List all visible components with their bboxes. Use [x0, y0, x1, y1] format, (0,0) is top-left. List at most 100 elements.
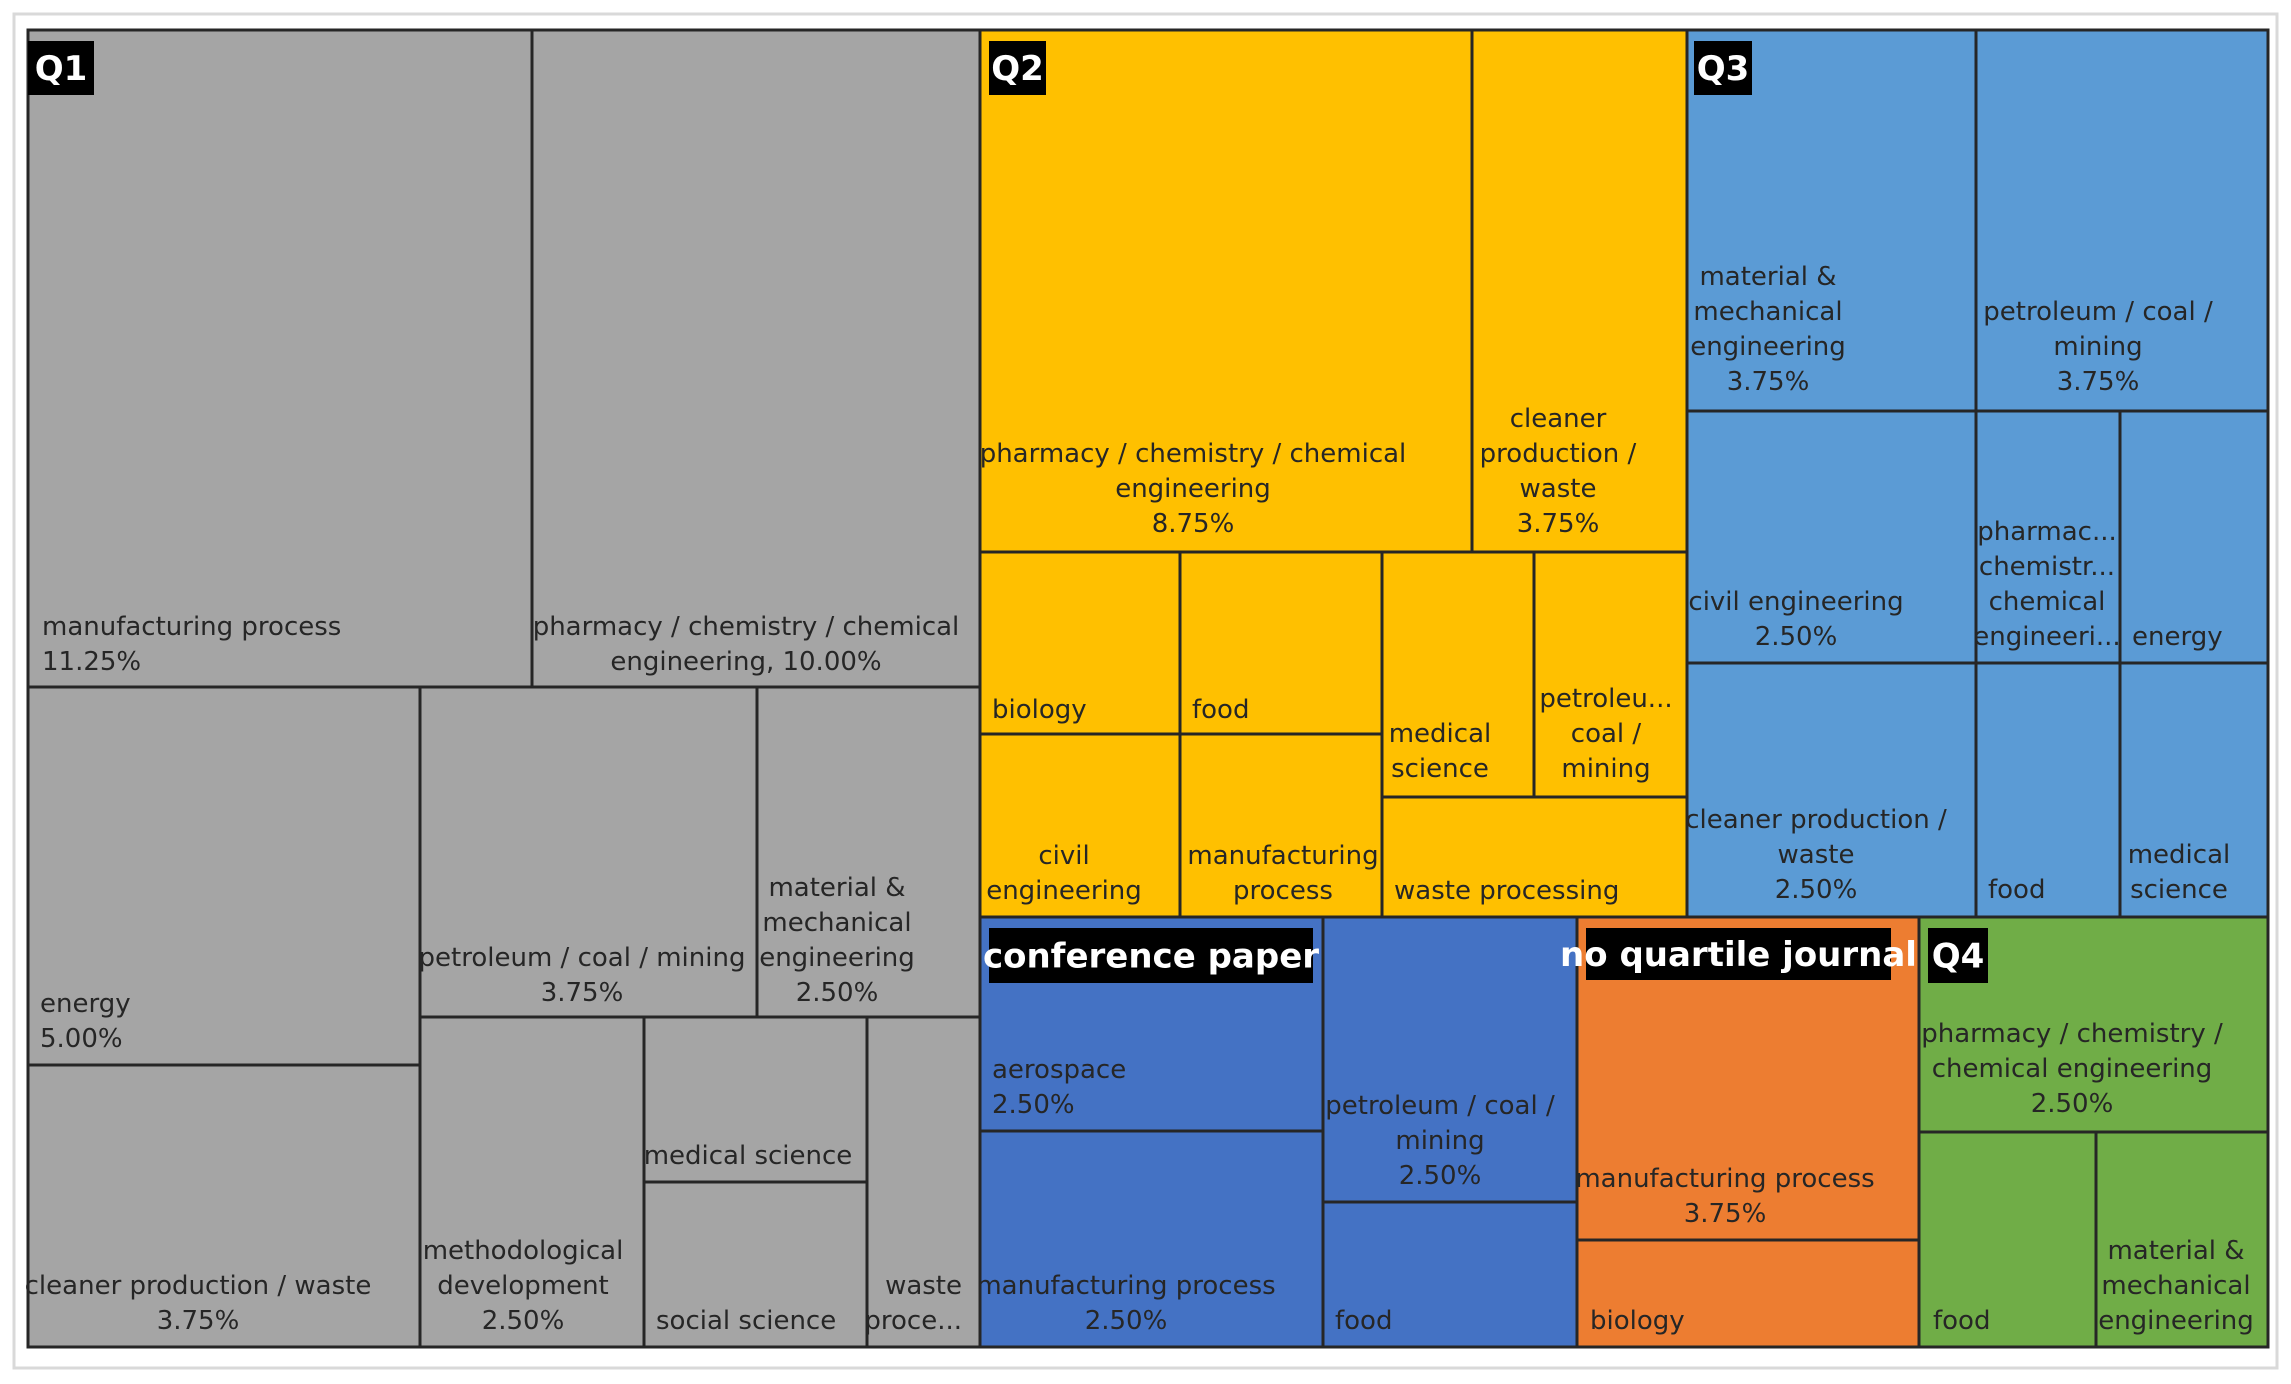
- treemap-cell-q2-food: [1178, 550, 1384, 736]
- treemap-cell-label: methodological: [423, 1236, 624, 1266]
- group-label-background: [1586, 928, 1891, 980]
- treemap-cell-q1-social-science: [642, 1180, 869, 1349]
- treemap-cell-label: medical science: [644, 1141, 853, 1171]
- treemap-cell-q1-methodological: [418, 1015, 646, 1349]
- group-label-background: [1694, 41, 1752, 95]
- treemap-cell-label: 5.00%: [40, 1024, 123, 1054]
- treemap-cell-label: food: [1192, 695, 1249, 725]
- treemap-cell-label: 3.75%: [1684, 1199, 1767, 1229]
- group-label-q3: Q3: [1697, 49, 1750, 89]
- group-label-conference-paper: conference paper: [983, 937, 1319, 977]
- treemap-cell-label: petroleum / coal /: [1983, 297, 2213, 327]
- treemap-cell-label: manufacturing process: [976, 1271, 1275, 1301]
- treemap-cell-label: biology: [1590, 1306, 1685, 1336]
- treemap-cell-label: 3.75%: [2057, 367, 2140, 397]
- treemap-cell-q3-cleaner-production: [1685, 661, 1978, 919]
- treemap-cell-label: pharmacy / chemistry / chemical: [980, 439, 1407, 469]
- treemap-cell-label: 2.50%: [1755, 622, 1838, 652]
- treemap-cell-label: 3.75%: [1517, 509, 1600, 539]
- treemap-cell-conference-paper-food: [1321, 1200, 1579, 1349]
- treemap-cell-label: medical: [2128, 840, 2231, 870]
- treemap-cell-label: mining: [2053, 332, 2142, 362]
- treemap-cell-label: petroleum / coal / mining: [419, 943, 746, 973]
- treemap-cell-q3-energy: [2118, 409, 2270, 665]
- treemap-cell-label: medical: [1389, 719, 1492, 749]
- treemap-cell-label: material &: [2107, 1236, 2244, 1266]
- group-label-background: [1928, 928, 1988, 983]
- treemap-cell-label: 3.75%: [157, 1306, 240, 1336]
- group-label-q1: Q1: [35, 49, 88, 89]
- treemap-cell-label: chemistr...: [1979, 552, 2115, 582]
- treemap-cell-label: mechanical: [762, 908, 911, 938]
- treemap-cell-q3-pharmac: [1974, 409, 2122, 665]
- treemap-cell-label: civil engineering: [1688, 587, 1903, 617]
- treemap-cell-q2-manufacturing: [1178, 732, 1384, 919]
- treemap-cell-label: cleaner production / waste: [25, 1271, 372, 1301]
- treemap-cell-conference-paper-petroleum-coal: [1321, 915, 1579, 1204]
- treemap-cell-q2-waste-processing: [1380, 795, 1689, 919]
- treemap-cell-label: food: [1933, 1306, 1990, 1336]
- treemap-cell-label: food: [1335, 1306, 1392, 1336]
- treemap-cell-label: manufacturing process: [1575, 1164, 1874, 1194]
- treemap-cell-label: 2.50%: [1775, 875, 1858, 905]
- treemap-cell-label: 2.50%: [482, 1306, 565, 1336]
- treemap-cell-q1-pharmacy-chemistry-chemical: [530, 28, 982, 689]
- treemap-cell-label: science: [1391, 754, 1489, 784]
- treemap-cell-q1-energy: [26, 685, 422, 1067]
- treemap-cell-label: energy: [40, 989, 131, 1019]
- treemap-cell-label: waste processing: [1394, 876, 1619, 906]
- group-label-q4: Q4: [1932, 937, 1985, 977]
- treemap-cell-label: social science: [656, 1306, 836, 1336]
- treemap-cell-label: 8.75%: [1152, 509, 1235, 539]
- treemap-cell-label: petroleu...: [1539, 684, 1672, 714]
- treemap-cell-q2-petroleu: [1532, 550, 1689, 799]
- treemap-cell-label: engineeri...: [1973, 622, 2120, 652]
- group-label-no-quartile-journal: no quartile journal: [1560, 935, 1917, 975]
- treemap-cell-label: chemical engineering: [1932, 1054, 2213, 1084]
- group-label-q2: Q2: [991, 49, 1044, 89]
- treemap-cell-q2-cleaner: [1470, 28, 1689, 554]
- treemap-cell-label: cleaner production /: [1685, 805, 1947, 835]
- treemap-cell-label: mining: [1561, 754, 1650, 784]
- treemap-cell-label: pharmac...: [1977, 517, 2117, 547]
- treemap-cell-q1-manufacturing-process: [26, 28, 534, 689]
- treemap-cell-label: 2.50%: [1399, 1161, 1482, 1191]
- treemap-cell-label: 2.50%: [1085, 1306, 1168, 1336]
- treemap-cell-label: production /: [1480, 439, 1637, 469]
- treemap-cell-label: proce...: [864, 1306, 962, 1336]
- treemap-cell-label: pharmacy / chemistry /: [1921, 1019, 2223, 1049]
- group-label-background: [989, 41, 1046, 95]
- treemap-cell-label: material &: [1699, 262, 1836, 292]
- treemap-cell-label: energy: [2132, 622, 2223, 652]
- treemap-cell-label: mechanical: [1693, 297, 1842, 327]
- treemap-cell-q1-material: [755, 685, 982, 1019]
- treemap-cell-label: engineering: [1115, 474, 1271, 504]
- treemap-cell-q3-petroleum-coal: [1974, 28, 2270, 413]
- treemap-cell-label: 3.75%: [541, 978, 624, 1008]
- treemap-cell-q3-medical: [2118, 661, 2270, 919]
- treemap-cell-label: biology: [992, 695, 1087, 725]
- treemap-cell-q1-petroleum-coal-mining: [418, 685, 759, 1019]
- treemap-cell-q1-cleaner-production-waste: [26, 1063, 422, 1349]
- treemap-cell-label: manufacturing process: [42, 612, 341, 642]
- group-label-background: [989, 928, 1313, 983]
- treemap-cell-label: 3.75%: [1727, 367, 1810, 397]
- treemap-cell-label: manufacturing: [1187, 841, 1378, 871]
- treemap-cell-label: pharmacy / chemistry / chemical: [533, 612, 960, 642]
- treemap-cell-label: aerospace: [992, 1055, 1126, 1085]
- treemap-cell-label: science: [2130, 875, 2228, 905]
- treemap-cell-q1-medical-science: [642, 1015, 869, 1184]
- treemap-cell-label: 2.50%: [2031, 1089, 2114, 1119]
- treemap-cell-label: 11.25%: [42, 647, 141, 677]
- treemap-cell-label: cleaner: [1510, 404, 1607, 434]
- treemap-cell-label: waste: [1520, 474, 1597, 504]
- treemap-cell-label: process: [1233, 876, 1333, 906]
- treemap-cell-label: waste: [1778, 840, 1855, 870]
- treemap-cell-label: mechanical: [2101, 1271, 2250, 1301]
- treemap-cell-label: chemical: [1989, 587, 2106, 617]
- treemap-cell-label: engineering: [986, 876, 1142, 906]
- treemap-cell-label: 2.50%: [796, 978, 879, 1008]
- treemap-cell-label: engineering: [759, 943, 915, 973]
- treemap-cell-label: material &: [768, 873, 905, 903]
- treemap-cell-label: petroleum / coal /: [1325, 1091, 1555, 1121]
